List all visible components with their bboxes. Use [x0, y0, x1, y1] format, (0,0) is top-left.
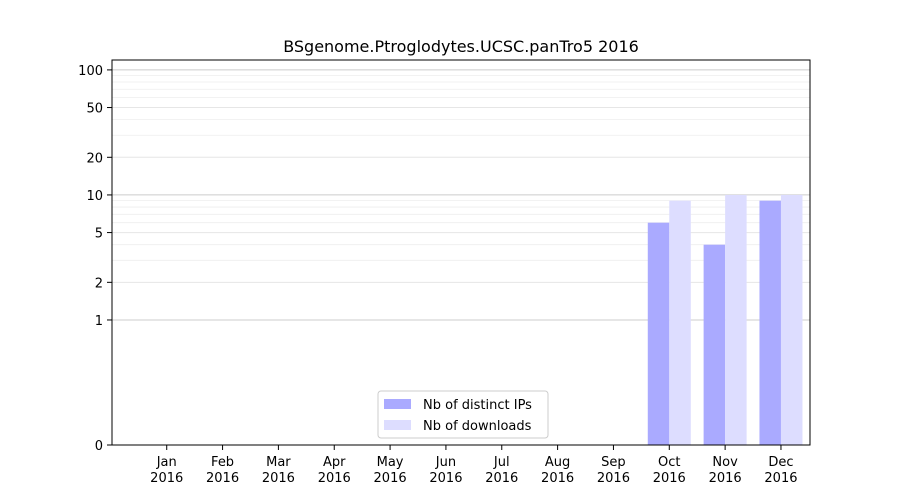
y-tick-label: 5 [95, 227, 103, 242]
x-tick-label-year: 2016 [262, 471, 295, 486]
legend-label: Nb of distinct IPs [423, 398, 532, 413]
y-tick-label: 1 [95, 314, 103, 329]
y-tick-label: 2 [95, 276, 103, 291]
x-tick-label-year: 2016 [318, 471, 351, 486]
x-tick-label-month: Dec [768, 455, 793, 470]
y-tick-label: 20 [86, 151, 103, 166]
y-tick-label: 0 [95, 439, 103, 454]
bar-downloads-nov [725, 194, 747, 445]
x-tick-label-year: 2016 [541, 471, 574, 486]
legend-label: Nb of downloads [423, 419, 532, 434]
plot-frame [111, 59, 811, 446]
x-tick-label-month: Apr [323, 455, 346, 470]
x-tick-label-month: Nov [712, 455, 738, 470]
axes: 0125102050100Jan2016Feb2016Mar2016Apr201… [78, 59, 811, 486]
x-tick-label-year: 2016 [764, 471, 797, 486]
bar-distinct-ips-dec [759, 200, 781, 445]
grid-lines [112, 69, 810, 321]
x-tick-label-year: 2016 [485, 471, 518, 486]
legend-swatch [384, 399, 411, 409]
x-tick-label-month: Feb [211, 455, 234, 470]
x-tick-label-year: 2016 [150, 471, 183, 486]
y-tick-label: 50 [86, 102, 103, 117]
y-tick-label: 100 [78, 64, 103, 79]
legend: Nb of distinct IPs Nb of downloads [377, 390, 549, 439]
legend-box [377, 390, 549, 439]
bar-distinct-ips-oct [647, 222, 670, 445]
chart-title: BSgenome.Ptroglodytes.UCSC.panTro5 2016 [283, 37, 639, 56]
bars [647, 194, 803, 445]
x-tick-label-year: 2016 [709, 471, 742, 486]
bar-downloads-oct [669, 200, 691, 445]
x-tick-label-month: Sep [601, 455, 626, 470]
x-tick-label-year: 2016 [206, 471, 239, 486]
x-tick-label-month: May [377, 455, 404, 470]
x-tick-label-month: Aug [545, 455, 570, 470]
y-tick-label: 10 [86, 189, 103, 204]
x-tick-label-year: 2016 [653, 471, 686, 486]
bar-downloads-dec [780, 194, 803, 445]
x-tick-label-year: 2016 [597, 471, 630, 486]
x-tick-label-year: 2016 [429, 471, 462, 486]
bar-distinct-ips-nov [703, 244, 726, 445]
x-tick-label-month: Mar [266, 455, 291, 470]
x-tick-label-month: Jun [435, 455, 456, 470]
legend-swatch [384, 420, 411, 430]
x-tick-label-month: Oct [658, 455, 680, 470]
x-tick-label-month: Jul [493, 455, 510, 470]
x-tick-label-year: 2016 [374, 471, 407, 486]
x-tick-label-month: Jan [156, 455, 177, 470]
